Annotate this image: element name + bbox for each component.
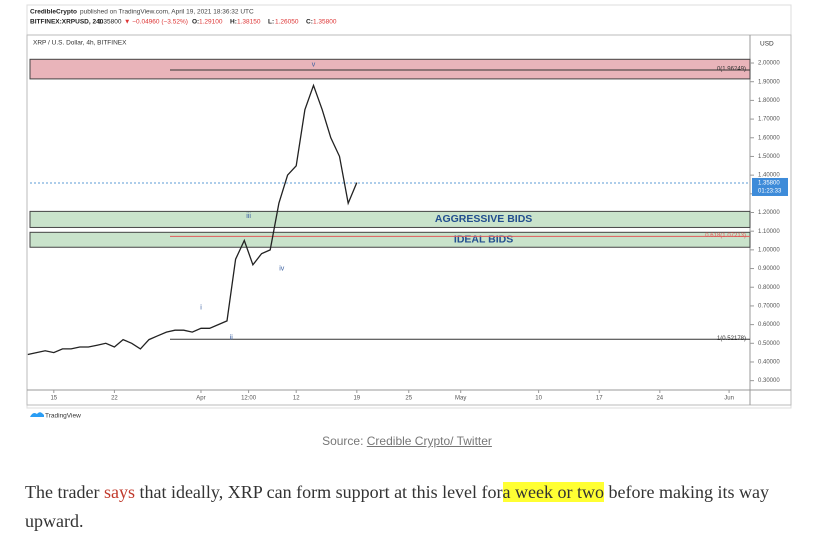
x-tick-label: 25 xyxy=(405,396,412,402)
ohlc-label: L: xyxy=(268,19,274,26)
y-tick-label: 1.80000 xyxy=(758,98,780,104)
x-tick-label: Jun xyxy=(724,396,734,402)
x-tick-label: May xyxy=(455,396,466,402)
x-tick-label: 15 xyxy=(50,396,57,402)
zone-label: AGGRESSIVE BIDS xyxy=(435,213,532,225)
y-tick-label: 0.80000 xyxy=(758,285,780,291)
last: 1.35800 xyxy=(98,19,122,26)
fib-label: 1(0.52178) xyxy=(717,336,746,342)
x-tick-label: 24 xyxy=(656,396,663,402)
y-tick-label: 1.00000 xyxy=(758,247,780,253)
zone xyxy=(29,231,751,248)
x-tick-label: 22 xyxy=(111,396,118,402)
fib-label: 0.618(1.07213) xyxy=(705,233,746,239)
wave-label: v xyxy=(312,62,316,69)
y-tick-label: 0.30000 xyxy=(758,378,780,384)
y-tick-label: 1.60000 xyxy=(758,135,780,141)
logo-text: TradingView xyxy=(45,413,81,420)
highlight: a week or two xyxy=(502,482,605,502)
link[interactable]: says xyxy=(103,482,135,502)
ohlc-value: 1.26050 xyxy=(275,19,299,26)
caption: Source: Credible Crypto/ Twitter xyxy=(0,434,814,448)
x-tick-label: Apr xyxy=(196,396,205,402)
last-price-box xyxy=(752,177,788,196)
x-tick-label: 10 xyxy=(535,396,542,402)
y-tick-label: 0.60000 xyxy=(758,322,780,328)
text: before making its way upward. xyxy=(25,482,769,531)
y-axis-label: USD xyxy=(760,41,774,48)
y-tick-label: 0.90000 xyxy=(758,266,780,272)
text: The trader xyxy=(25,482,104,502)
published-note: published on TradingView.com, April 19, … xyxy=(80,9,254,16)
x-tick-label: 19 xyxy=(353,396,360,402)
y-tick-label: 0.40000 xyxy=(758,360,780,366)
y-tick-label: 1.70000 xyxy=(758,117,780,123)
y-tick-label: 0.70000 xyxy=(758,303,780,309)
y-tick-label: 1.90000 xyxy=(758,79,780,85)
text: that ideally, XRP can form support at th… xyxy=(134,482,503,502)
caption-prefix: Source: xyxy=(322,434,364,448)
zone xyxy=(29,58,751,80)
x-tick-label: 12 xyxy=(293,396,300,402)
y-tick-label: 1.20000 xyxy=(758,210,780,216)
wave-label: iv xyxy=(279,265,285,272)
zone xyxy=(29,210,751,228)
y-tick-label: 0.50000 xyxy=(758,341,780,347)
chart-title: XRP / U.S. Dollar, 4h, BITFINEX xyxy=(33,40,127,47)
last-price-label: 1.35800 xyxy=(758,181,780,187)
chart-image: CredibleCrypto published on TradingView.… xyxy=(26,4,792,420)
logo: TradingView xyxy=(30,412,81,420)
y-tick-label: 2.00000 xyxy=(758,61,780,67)
logo-icon xyxy=(30,412,44,417)
caption-link[interactable]: Credible Crypto/ Twitter xyxy=(366,434,492,448)
change: ▼ −0.04960 (−3.52%) xyxy=(124,19,188,26)
wave-label: i xyxy=(200,305,202,312)
paragraph: The trader says that ideally, XRP can fo… xyxy=(25,478,795,536)
y-tick-label: 1.10000 xyxy=(758,229,780,235)
ohlc-value: 1.38150 xyxy=(237,19,261,26)
wave-label: iii xyxy=(246,213,251,220)
ohlc-label: C: xyxy=(306,19,313,26)
publisher: CredibleCrypto xyxy=(30,9,77,16)
y-tick-label: 1.40000 xyxy=(758,173,780,179)
countdown: 01:23:33 xyxy=(758,189,782,195)
symbol: BITFINEX:XRPUSD, 240 xyxy=(30,19,104,26)
x-tick-label: 12:00 xyxy=(241,396,257,402)
ohlc-value: 1.35800 xyxy=(313,19,337,26)
chart-frame xyxy=(26,34,792,406)
y-tick-label: 1.50000 xyxy=(758,154,780,160)
ohlc-label: H: xyxy=(230,19,237,26)
x-tick-label: 17 xyxy=(596,396,603,402)
fib-label: 0(1.96249) xyxy=(717,67,746,73)
price-line xyxy=(27,83,358,356)
ohlc-label: O: xyxy=(192,19,199,26)
wave-label: ii xyxy=(230,335,234,342)
ohlc-value: 1.29100 xyxy=(199,19,223,26)
zone-label: IDEAL BIDS xyxy=(454,234,513,246)
